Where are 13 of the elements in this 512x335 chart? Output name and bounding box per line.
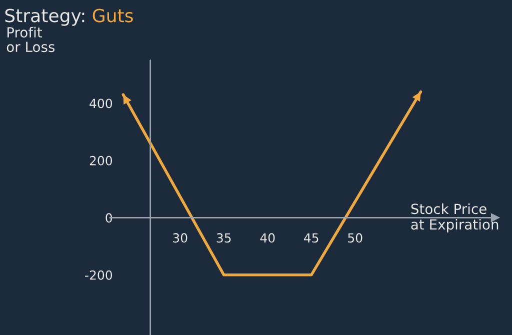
x-tick-label: 45	[304, 233, 318, 243]
chart-title: Strategy:	[5, 8, 84, 26]
y-axis-title: Profit or Loss	[6, 26, 55, 52]
x-tick-label: 50	[348, 233, 362, 243]
x-axis-title: Stock Price at Expiration	[411, 203, 498, 232]
y-tick-label: 0	[106, 213, 112, 223]
x-tick-label: 35	[216, 233, 231, 243]
y-tick-label: -200	[85, 270, 112, 280]
x-tick-label: 40	[260, 233, 275, 243]
y-tick-label: 400	[90, 98, 112, 108]
y-tick-label: 200	[90, 156, 112, 166]
chart-subtitle: Guts	[92, 8, 133, 22]
x-tick-label: 30	[173, 233, 188, 243]
